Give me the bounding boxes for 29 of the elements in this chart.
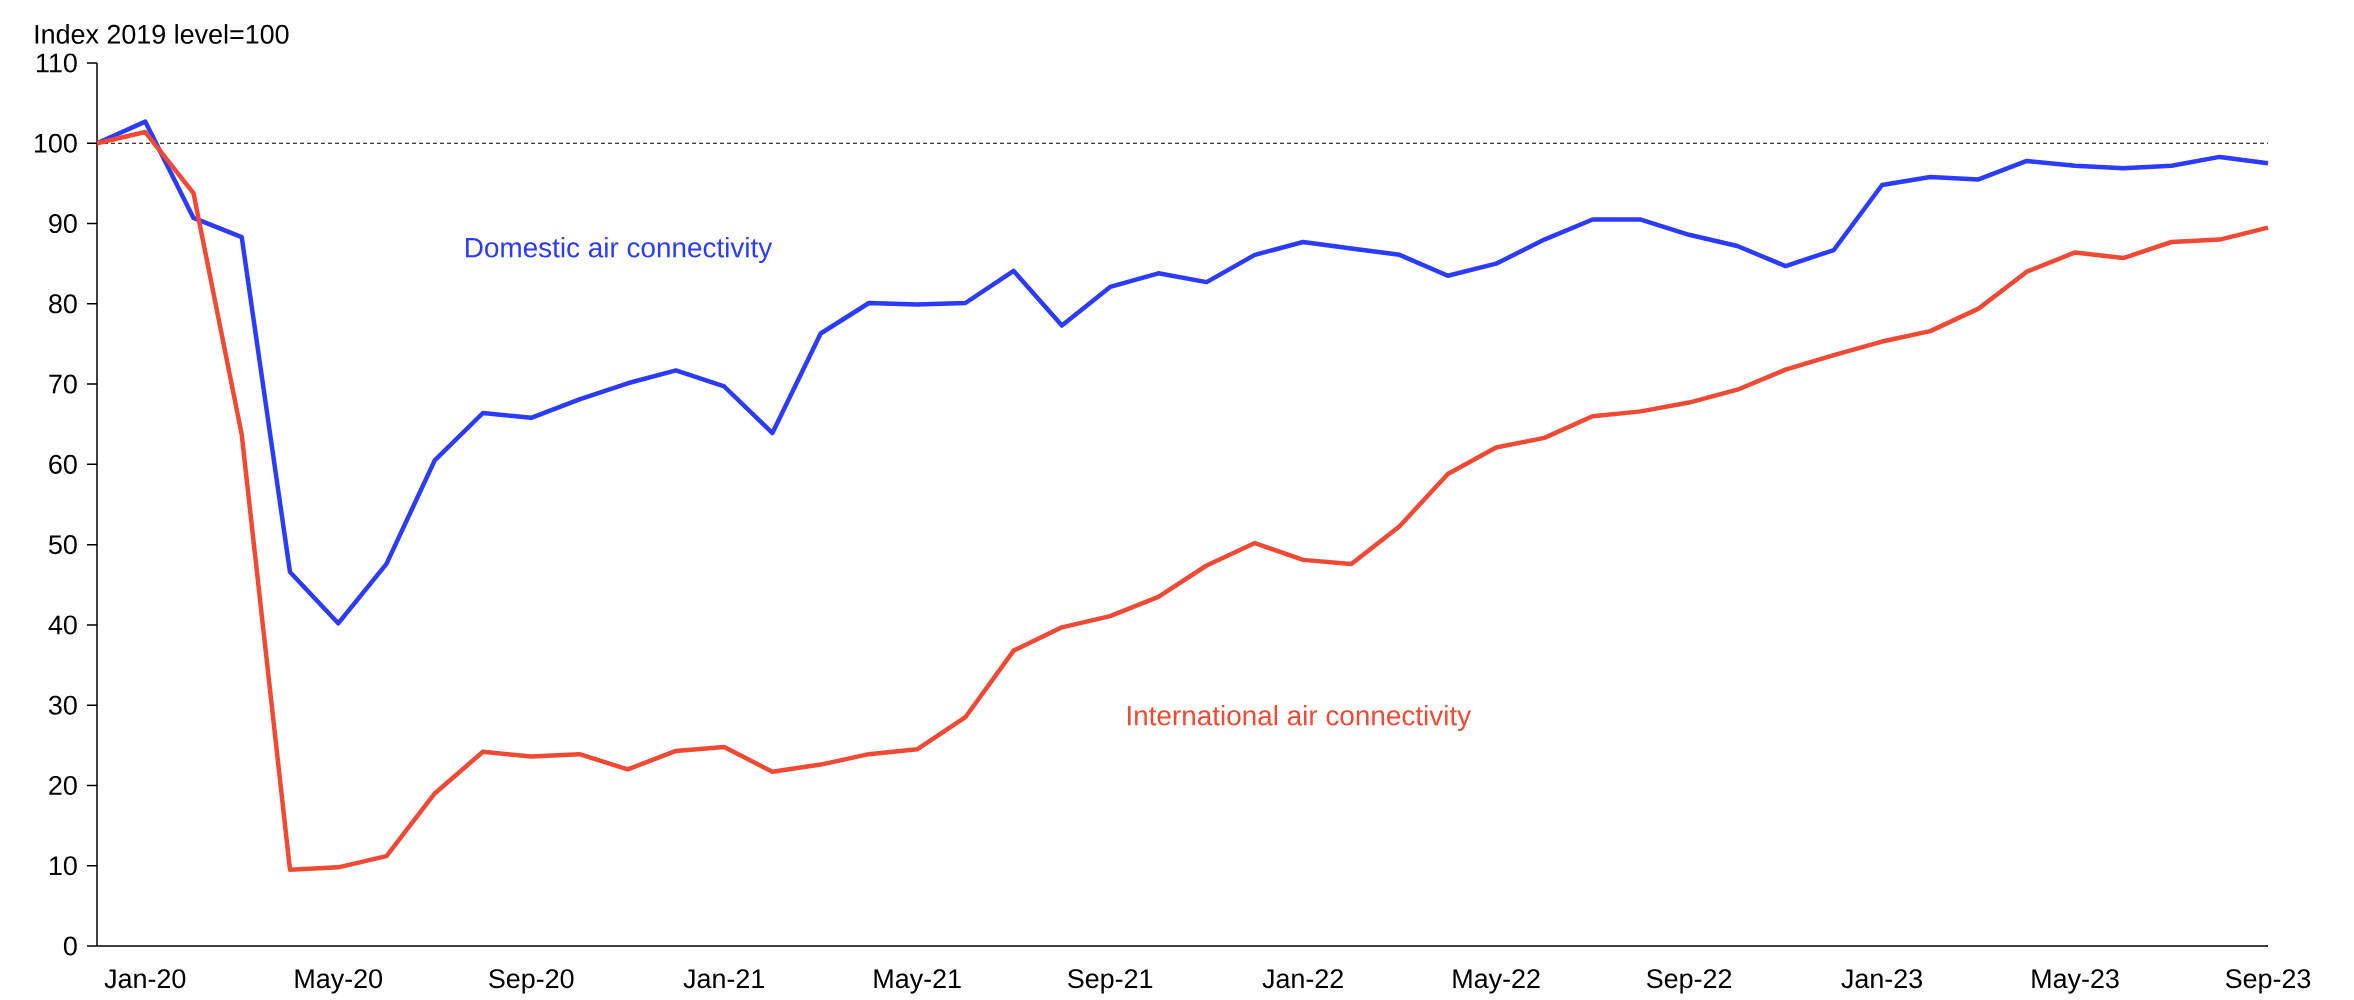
y-tick-label: 20 [49,775,77,795]
x-tick-label: Jan-20 [104,969,186,989]
y-tick-label: 60 [49,454,77,474]
y-tick-label: 0 [63,936,77,956]
y-tick-label: 10 [49,856,77,876]
text: International air connectivity [1127,705,1472,732]
x-tick-label: Jan-21 [683,969,764,989]
line-series [94,129,2271,872]
x-tick-label: Sep-22 [1646,969,1732,994]
y-tick-label: 40 [48,615,77,635]
y-tick-label: 90 [49,214,77,234]
x-tick-label: May-20 [295,969,383,994]
x-tick-label: May-21 [874,969,961,994]
x-tick-label: May-22 [1453,969,1540,994]
line-series [94,119,2271,626]
x-tick-label: Jan-23 [1841,969,1922,989]
y-tick-label: 80 [49,294,77,314]
x-tick-label: Sep-23 [2225,969,2311,994]
x-tick-label: Jan-22 [1262,969,1343,989]
x-tick-label: Sep-21 [1067,969,1153,994]
x-tick-label: Sep-20 [489,969,574,994]
y-tick-label: 70 [49,374,77,394]
text: Domestic air connectivity [466,237,773,264]
y-tick-label: 30 [48,695,77,715]
y-tick-label: 110 [37,53,77,73]
y-axis-title: Index 2019 level=100 [35,24,289,44]
y-tick-label: 100 [35,133,77,153]
x-tick-label: May-23 [2032,969,2119,994]
y-tick-label: 50 [48,535,77,555]
